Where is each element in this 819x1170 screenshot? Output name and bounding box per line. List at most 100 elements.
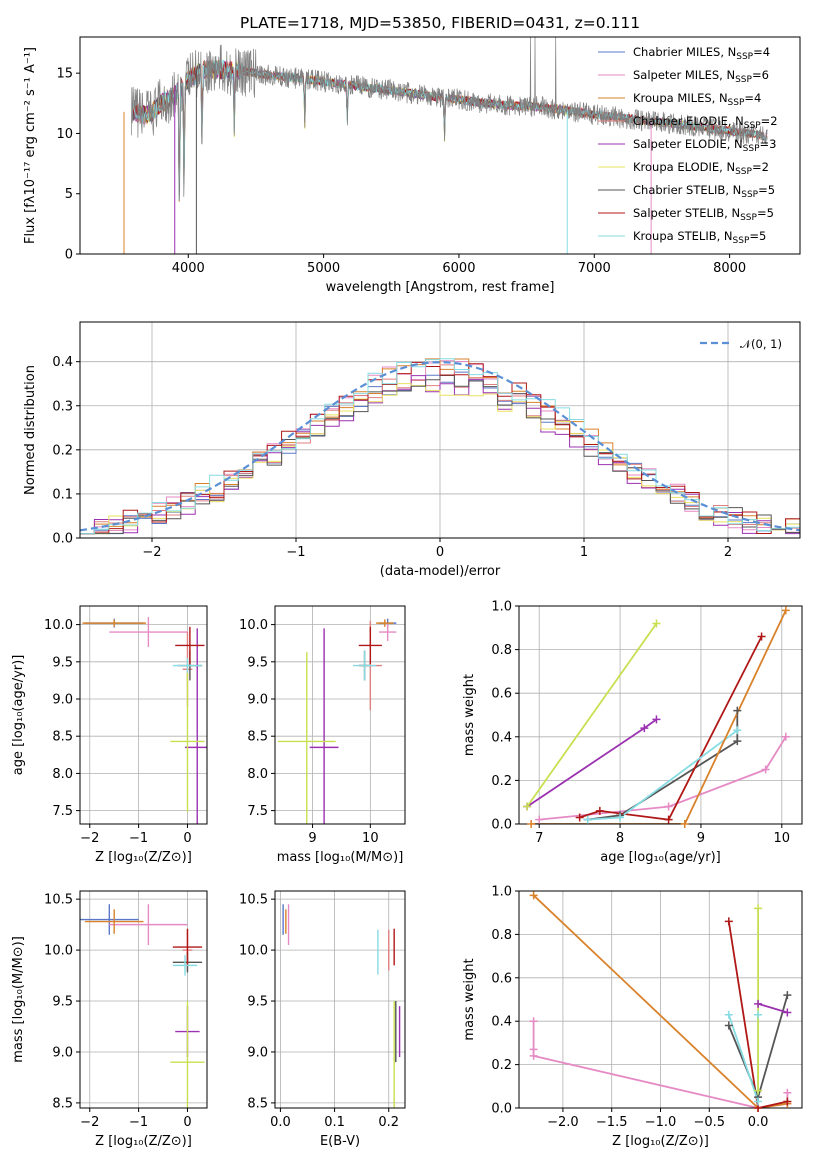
plot-area — [80, 904, 205, 1108]
x-tick-label: 2 — [724, 545, 732, 560]
x-tick-label: 0 — [183, 831, 191, 846]
legend: 𝒩(0, 1) — [700, 337, 782, 351]
x-axis-label: E(B-V) — [320, 1134, 360, 1149]
x-tick-label: 4000 — [172, 261, 205, 276]
legend-text: Salpeter STELIB, N — [633, 206, 740, 220]
x-axis-label: wavelength [Angstrom, rest frame] — [326, 280, 555, 295]
observed-spectrum — [131, 37, 768, 201]
weight-marker — [783, 1088, 792, 1097]
x-tick-label: 0 — [183, 1115, 191, 1130]
chart-spectrum: 4000 5000 6000 7000 8000 0 5 10 15 wavelength [An… — [23, 36, 801, 295]
legend-label: Kroupa ELODIE, NSSP=2 — [633, 160, 769, 177]
y-tick-label: 0.4 — [491, 1015, 512, 1030]
weight-marker — [754, 1086, 763, 1095]
y-tick-label: 9.0 — [52, 693, 73, 708]
weight-marker — [783, 991, 792, 1000]
y-tick-label: 9.0 — [247, 693, 268, 708]
y-tick-label: 8.5 — [247, 730, 268, 745]
legend-count: =5 — [758, 183, 775, 197]
y-tick-label: 0.4 — [52, 355, 73, 370]
chart-residuals: −2 −1 0 1 2 0.0 0.1 0.2 0.3 0.4 (data-model)/error… — [23, 321, 801, 579]
x-axis-label: (data-model)/error — [380, 564, 501, 579]
y-tick-label: 9.5 — [52, 655, 73, 670]
y-axis-label: mass weight — [462, 958, 477, 1040]
legend-label: Kroupa STELIB, NSSP=5 — [633, 229, 766, 246]
y-tick-label: 0.2 — [52, 443, 73, 458]
legend-count: =6 — [752, 68, 769, 82]
y-tick-label: 7.5 — [52, 804, 73, 819]
plot-area — [123, 37, 768, 254]
legend-text: Kroupa ELODIE, N — [633, 160, 735, 174]
weight-marker — [783, 1008, 792, 1017]
weight-marker — [724, 1021, 733, 1030]
x-axis-label: Z [log₁₀(Z/Z⊙)] — [612, 1134, 709, 1149]
weight-line — [727, 921, 788, 1108]
weight-line — [531, 610, 787, 824]
residual-histogram — [80, 375, 800, 535]
y-tick-label: 0.8 — [491, 643, 512, 658]
weight-marker — [724, 917, 733, 926]
weight-marker — [664, 802, 673, 811]
weight-marker — [535, 815, 544, 824]
x-axis-label: mass [log₁₀(M/M⊙)] — [277, 850, 404, 865]
x-tick-label: −2 — [80, 831, 99, 846]
plot-area — [277, 618, 397, 824]
legend-subscript: SSP — [740, 213, 757, 223]
legend-text: Kroupa MILES, N — [633, 91, 728, 105]
legend-count: =4 — [744, 91, 761, 105]
legend-subscript: SSP — [741, 190, 758, 200]
weight-marker — [783, 1097, 792, 1106]
weight-marker — [733, 737, 742, 746]
y-tick-label: 0.4 — [491, 730, 512, 745]
y-tick-label: 0.2 — [491, 774, 512, 789]
x-tick-label: −2 — [142, 545, 161, 560]
legend-count: =4 — [753, 45, 770, 59]
weight-line — [539, 736, 787, 821]
weight-line — [727, 1014, 759, 1102]
legend-subscript: SSP — [736, 52, 753, 62]
weight-line — [579, 636, 763, 821]
x-tick-label: 8000 — [713, 261, 746, 276]
legend-label: 𝒩(0, 1) — [740, 337, 782, 351]
x-tick-label: −1.0 — [645, 1115, 677, 1130]
y-tick-label: 8.5 — [247, 1096, 268, 1111]
y-tick-label: 9.0 — [247, 1045, 268, 1060]
y-tick-label: 8.0 — [52, 767, 73, 782]
y-tick-label: 9.0 — [52, 1045, 73, 1060]
legend-text: Salpeter MILES, N — [633, 68, 735, 82]
legend-subscript: SSP — [744, 121, 761, 131]
weight-marker — [754, 1097, 763, 1106]
legend-subscript: SSP — [733, 236, 750, 246]
legend-text: Chabrier MILES, N — [633, 45, 736, 59]
weight-marker — [680, 820, 689, 828]
legend-text: Salpeter ELODIE, N — [633, 137, 743, 151]
y-tick-label: 0.2 — [491, 1058, 512, 1073]
y-tick-label: 9.5 — [247, 655, 268, 670]
weight-marker — [757, 632, 766, 641]
weight-marker — [523, 802, 532, 811]
x-tick-label: 7000 — [578, 261, 611, 276]
weight-marker — [733, 726, 742, 735]
y-tick-label: 9.5 — [52, 995, 73, 1010]
weight-marker — [781, 732, 790, 741]
x-tick-label: 6000 — [442, 261, 475, 276]
legend-count: =5 — [749, 229, 766, 243]
normal-curve — [80, 360, 800, 532]
x-axis-label: age [log₁₀(age/yr)] — [600, 850, 721, 865]
y-tick-label: 0.0 — [491, 1102, 512, 1117]
y-tick-label: 5 — [65, 187, 73, 202]
weight-marker — [616, 813, 625, 822]
axes-frame — [79, 36, 801, 255]
axes-frame — [518, 605, 803, 825]
weight-marker — [595, 806, 604, 815]
weight-marker — [529, 1017, 538, 1026]
plot-area — [80, 358, 800, 535]
weight-marker — [664, 815, 673, 824]
weight-marker — [575, 813, 584, 822]
x-tick-label: 10 — [362, 831, 379, 846]
y-tick-label: 8.5 — [52, 730, 73, 745]
legend-label: Chabrier MILES, NSSP=4 — [633, 45, 770, 62]
weight-marker — [652, 715, 661, 724]
x-tick-label: −2 — [80, 1115, 99, 1130]
figure-title: PLATE=1718, MJD=53850, FIBERID=0431, z=0… — [240, 14, 640, 32]
